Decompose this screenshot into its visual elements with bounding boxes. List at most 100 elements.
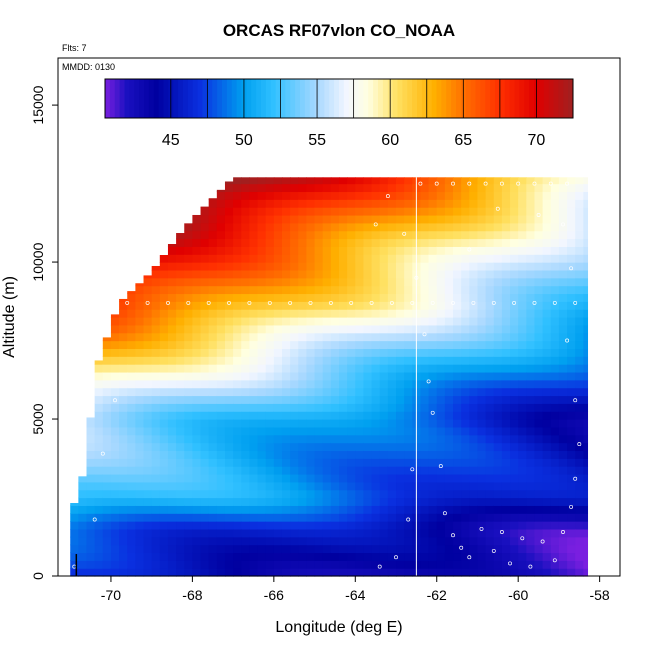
- heatmap-cell: [387, 285, 397, 295]
- heatmap-cell: [485, 246, 495, 255]
- heatmap-cell: [355, 403, 365, 412]
- heatmap-cell: [306, 371, 316, 381]
- heatmap-cell: [387, 544, 397, 554]
- heatmap-cell: [542, 324, 552, 334]
- heatmap-cell: [290, 505, 299, 514]
- heatmap-cell: [387, 560, 397, 569]
- heatmap-cell: [404, 356, 413, 365]
- heatmap-cell: [363, 356, 373, 365]
- heatmap-cell: [216, 301, 226, 310]
- heatmap-cell: [575, 238, 584, 247]
- heatmap-cell: [371, 309, 381, 318]
- heatmap-cell: [102, 450, 112, 459]
- heatmap-cell: [330, 364, 340, 373]
- heatmap-cell: [469, 285, 479, 295]
- heatmap-cell: [339, 262, 348, 271]
- heatmap-cell: [477, 356, 487, 365]
- heatmap-cell: [216, 473, 226, 483]
- heatmap-cell: [355, 536, 365, 546]
- heatmap-cell: [436, 387, 446, 397]
- heatmap-cell: [444, 536, 454, 546]
- heatmap-cell: [583, 528, 589, 538]
- heatmap-cell: [583, 246, 589, 255]
- heatmap-cell: [273, 513, 283, 522]
- heatmap-cell: [208, 560, 218, 569]
- heatmap-cell: [314, 285, 324, 295]
- heatmap-cell: [135, 387, 145, 397]
- heatmap-cell: [127, 458, 136, 467]
- heatmap-cell: [436, 191, 446, 200]
- heatmap-cell: [241, 458, 250, 467]
- heatmap-cell: [298, 214, 308, 224]
- heatmap-cell: [322, 387, 332, 397]
- heatmap-cell: [159, 387, 169, 397]
- heatmap-cell: [453, 411, 462, 420]
- heatmap-cell: [518, 466, 527, 475]
- heatmap-cell: [534, 513, 544, 522]
- heatmap-cell: [176, 489, 185, 499]
- heatmap-cell: [501, 568, 511, 577]
- heatmap-cell: [371, 552, 381, 561]
- heatmap-cell: [355, 285, 365, 295]
- heatmap-cell: [127, 317, 136, 326]
- heatmap-cell: [110, 458, 120, 467]
- heatmap-cell: [167, 395, 177, 404]
- heatmap-cell: [477, 214, 487, 224]
- heatmap-cell: [314, 309, 324, 318]
- heatmap-cell: [339, 371, 348, 381]
- heatmap-cell: [363, 222, 373, 232]
- heatmap-cell: [534, 356, 544, 365]
- heatmap-cell: [314, 434, 324, 444]
- heatmap-cell: [404, 177, 413, 185]
- heatmap-cell: [558, 371, 568, 381]
- heatmap-cell: [192, 466, 202, 475]
- heatmap-cell: [534, 364, 544, 373]
- heatmap-cell: [339, 387, 348, 397]
- heatmap-cell: [200, 497, 210, 506]
- heatmap-cell: [200, 466, 210, 475]
- heatmap-cell: [339, 324, 348, 334]
- heatmap-cell: [477, 466, 487, 475]
- heatmap-cell: [510, 371, 519, 381]
- colorbar-swatch: [217, 79, 223, 118]
- heatmap-cell: [493, 505, 503, 514]
- sample-point: [406, 517, 411, 522]
- heatmap-cell: [453, 262, 462, 271]
- heatmap-cell: [159, 293, 169, 302]
- heatmap-cell: [176, 317, 185, 326]
- heatmap-cell: [290, 269, 299, 279]
- heatmap-cell: [583, 379, 589, 389]
- heatmap-cell: [241, 317, 250, 326]
- heatmap-cell: [330, 371, 340, 381]
- sample-point: [467, 181, 472, 186]
- heatmap-cell: [363, 505, 373, 514]
- heatmap-cell: [110, 419, 120, 428]
- heatmap-cell: [167, 332, 177, 342]
- heatmap-cell: [176, 466, 185, 475]
- heatmap-cell: [200, 536, 210, 546]
- heatmap-cell: [119, 403, 128, 412]
- heatmap-cell: [257, 269, 267, 279]
- heatmap-cell: [151, 348, 161, 357]
- heatmap-cell: [485, 395, 495, 404]
- heatmap-cell: [526, 293, 536, 302]
- heatmap-cell: [453, 348, 462, 357]
- heatmap-cell: [583, 497, 589, 506]
- heatmap-cell: [461, 356, 470, 365]
- heatmap-cell: [306, 528, 316, 538]
- heatmap-cell: [216, 222, 226, 232]
- heatmap-cell: [273, 214, 283, 224]
- heatmap-cell: [322, 395, 332, 404]
- heatmap-cell: [127, 293, 136, 302]
- heatmap-cell: [583, 254, 589, 263]
- heatmap-cell: [347, 301, 356, 310]
- heatmap-cell: [534, 497, 544, 506]
- heatmap-cell: [379, 254, 389, 263]
- heatmap-cell: [314, 238, 324, 247]
- heatmap-cell: [330, 207, 340, 216]
- heatmap-cell: [110, 332, 120, 342]
- heatmap-cell: [583, 309, 589, 318]
- heatmap-cell: [477, 348, 487, 357]
- heatmap-cell: [444, 309, 454, 318]
